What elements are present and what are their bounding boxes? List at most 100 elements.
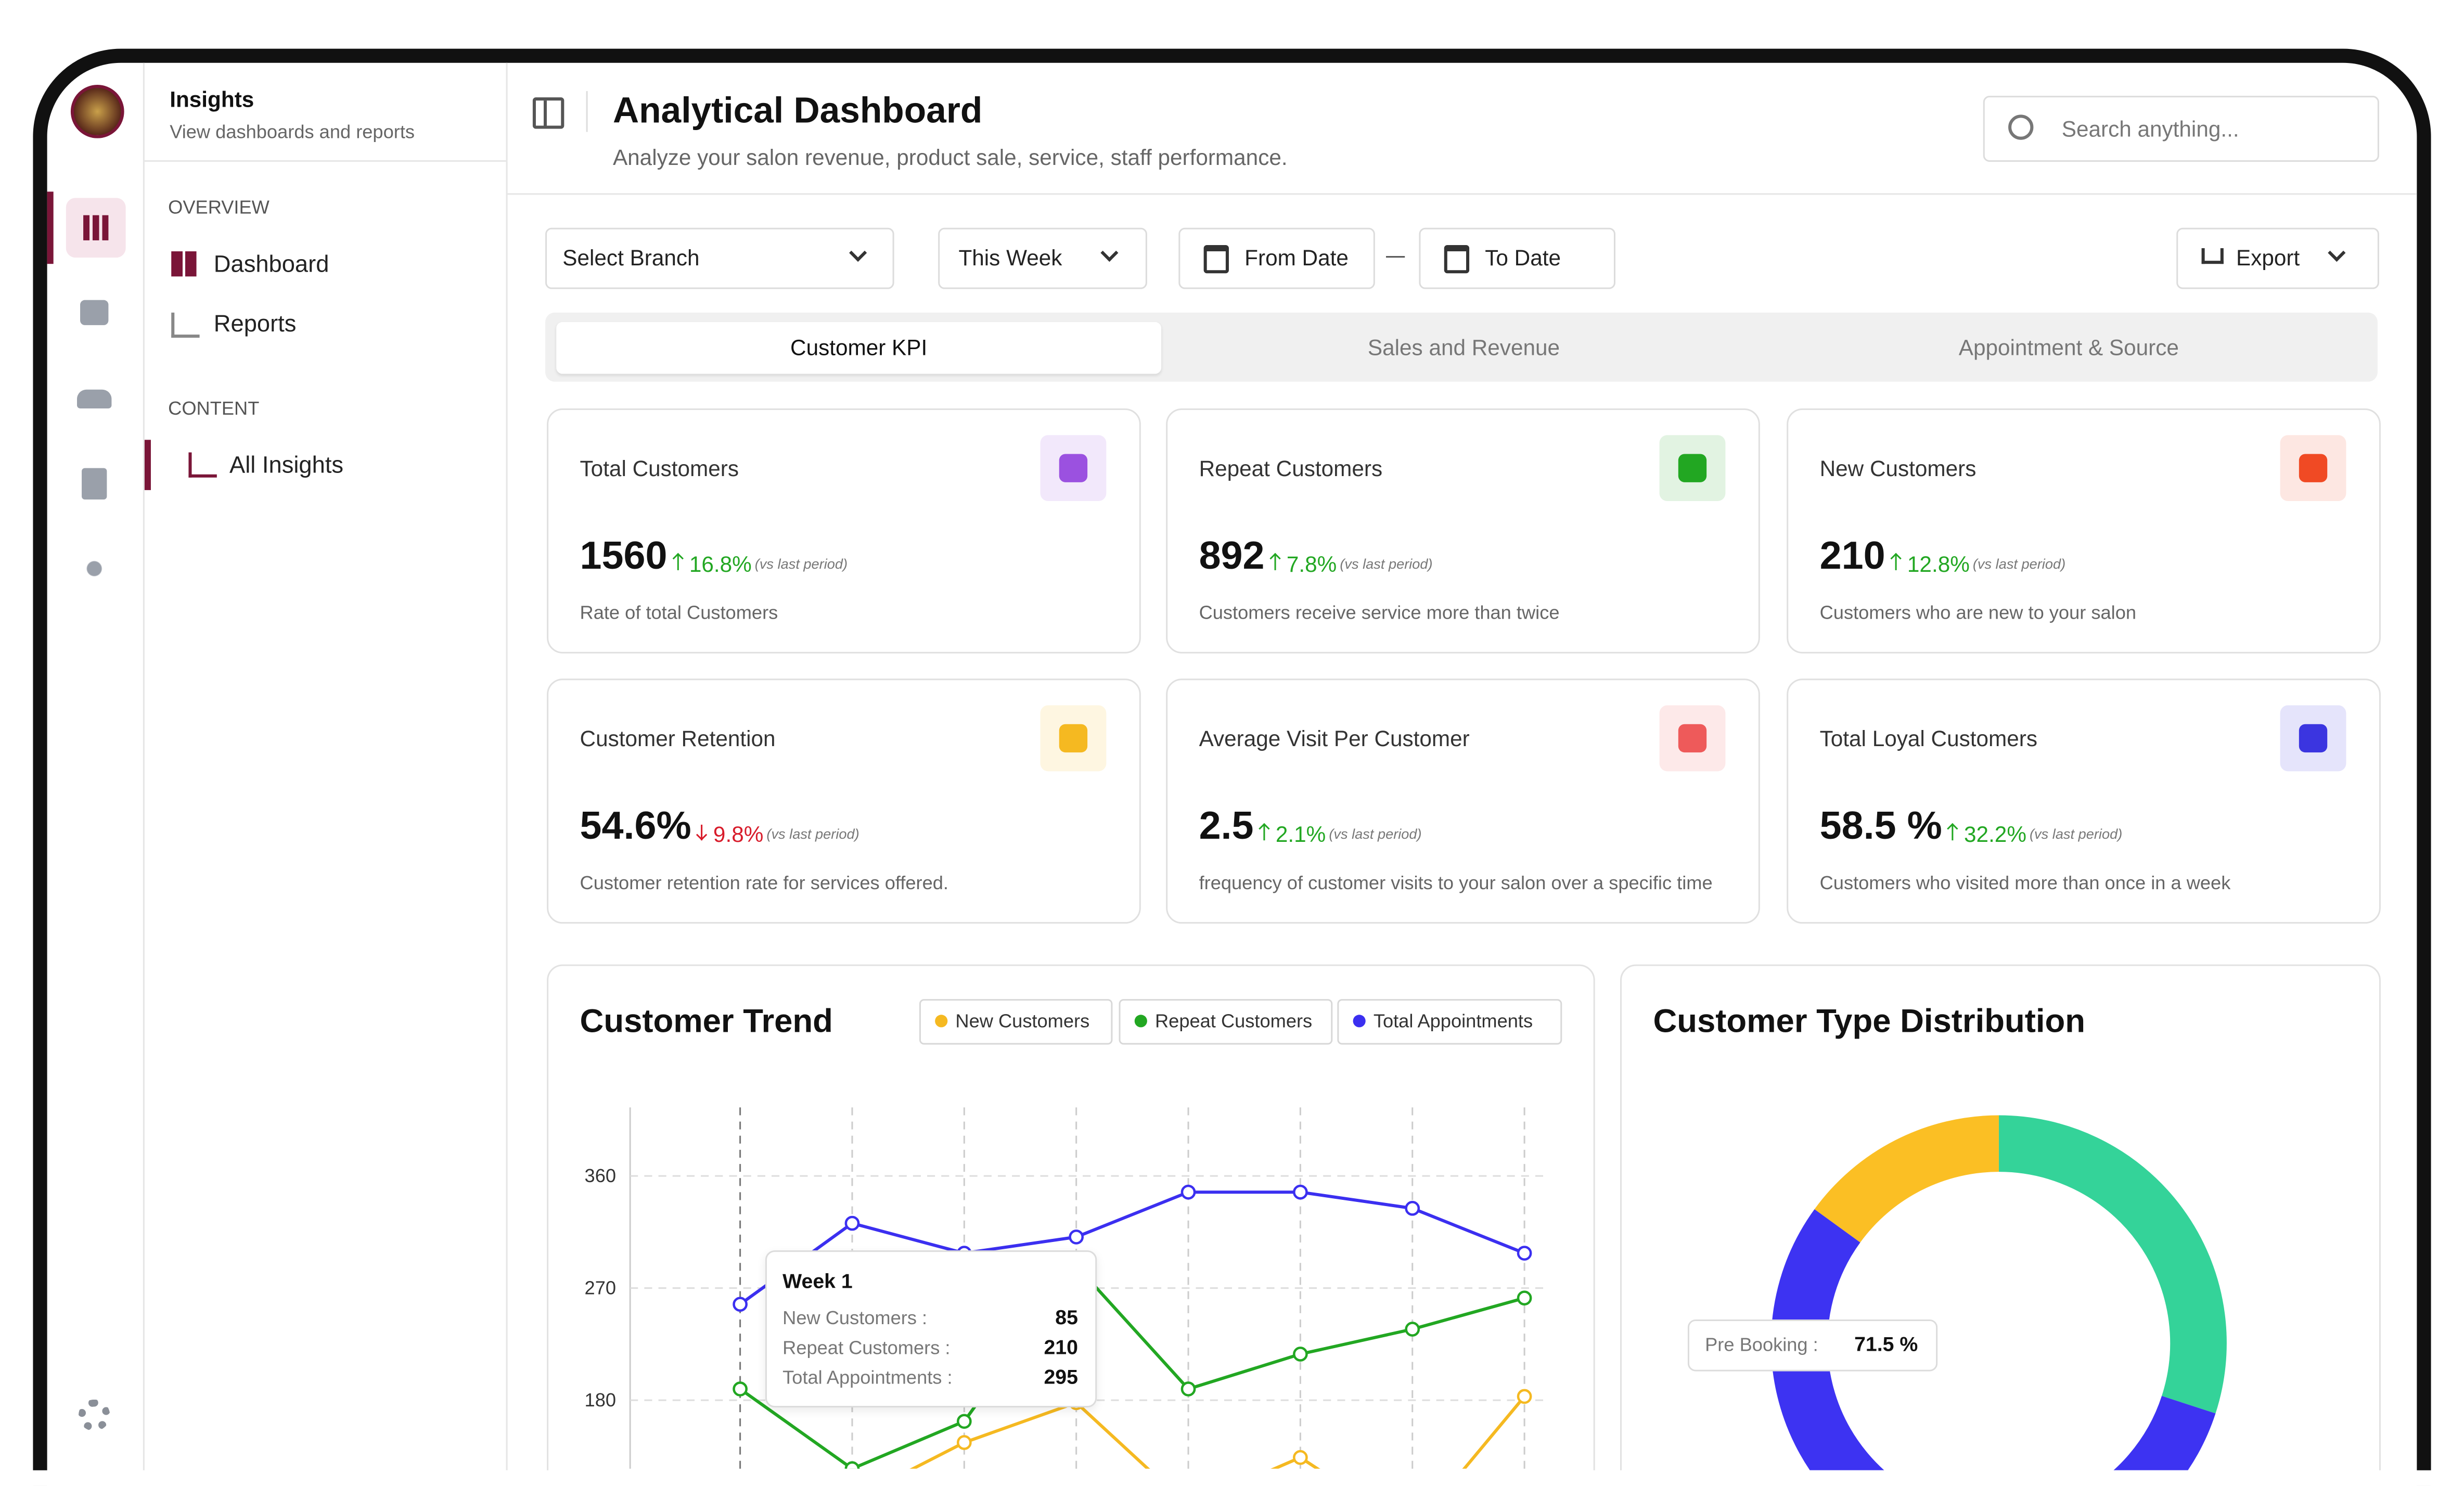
y-tick-label: 270 [585,1277,616,1299]
data-point [1405,1322,1420,1337]
kpi-arrow [676,554,679,570]
page-title: Analytical Dashboard [612,89,983,131]
kpi-value: 1560 [580,534,668,578]
tab-active-bg [556,322,1162,374]
kpi-title: Customer Retention [580,725,776,751]
rail-icon[interactable] [80,300,109,325]
tab[interactable]: Sales and Revenue [1367,335,1560,360]
legend-item[interactable] [1119,999,1333,1045]
from-date-label: From Date [1244,245,1349,271]
tab[interactable]: Customer KPI [790,335,928,360]
kpi-description: Rate of total Customers [580,601,778,624]
tooltip-label: Repeat Customers : [782,1337,951,1359]
calendar-icon [1203,245,1229,274]
kpi-card [547,408,1141,654]
panel-toggle[interactable] [532,97,564,129]
branch-select[interactable] [545,227,894,289]
kpi-change: 7.8% [1286,551,1337,577]
avatar [70,85,124,138]
kpi-value: 58.5 % [1819,804,1942,849]
kpi-note: (vs last period) [2029,826,2123,842]
kpi-note: (vs last period) [754,556,848,572]
export-label: Export [2236,245,2300,271]
download-icon [2201,248,2224,264]
nav-icon [188,452,217,478]
rail-icon[interactable] [76,389,112,408]
data-point [1517,1246,1532,1261]
rail-dashboard-icon[interactable] [66,198,126,258]
kpi-change: 12.8% [1907,551,1970,577]
series-line [739,1190,1525,1306]
kpi-icon [2299,724,2328,753]
section-label: CONTENT [168,397,260,420]
kpi-icon [2299,454,2328,482]
legend-item[interactable] [919,999,1113,1045]
nav-subtitle: View dashboards and reports [170,121,415,143]
kpi-value: 54.6% [580,804,691,849]
rail-icon[interactable] [80,554,109,583]
kpi-title: New Customers [1819,455,1977,481]
nav-item[interactable]: Reports [213,311,297,338]
kpi-note: (vs last period) [1329,826,1422,842]
legend-swatch [935,1015,948,1028]
tab[interactable]: Appointment & Source [1958,335,2179,360]
kpi-card [1166,678,1760,924]
to-date[interactable] [1419,227,1615,289]
kpi-title: Total Loyal Customers [1819,725,2037,751]
donut-segment [1998,1115,2227,1414]
tooltip-value: 295 [1044,1365,1078,1389]
settings-icon[interactable] [79,1399,110,1431]
period-select[interactable] [938,227,1147,289]
kpi-card [1787,678,2381,924]
kpi-note: (vs last period) [1972,556,2066,572]
nav-panel [145,62,508,1477]
section-label: OVERVIEW [168,196,270,219]
from-date[interactable] [1178,227,1375,289]
kpi-description: Customer retention rate for services off… [580,872,949,894]
donut-segment [1814,1115,1999,1243]
search-box[interactable] [1983,96,2379,162]
data-point [1293,1347,1308,1362]
legend-item[interactable] [1337,999,1562,1045]
kpi-card [1787,408,2381,654]
data-point [844,1461,860,1469]
legend-label: Total Appointments [1373,1010,1533,1032]
data-point [1293,1184,1308,1200]
kpi-title: Total Customers [580,455,739,481]
tooltip-label: Total Appointments : [782,1366,953,1389]
nav-item[interactable]: Dashboard [213,251,329,278]
rail-active-marker [47,191,54,264]
header-divider [506,193,2417,195]
kpi-icon [1678,724,1707,753]
nav-item[interactable]: All Insights [229,452,344,479]
kpi-change: 2.1% [1275,821,1326,847]
kpi-value: 2.5 [1199,804,1254,849]
donut-chart [1771,1115,2227,1470]
search-placeholder: Search anything... [2061,116,2239,142]
bottom-crop [0,1470,2464,1486]
kpi-change: 16.8% [689,551,752,577]
legend-swatch [1353,1015,1366,1028]
rail-icon[interactable] [82,468,107,500]
header-separator [586,91,588,132]
trend-tooltip [765,1250,1097,1408]
search-icon [2008,114,2034,140]
nav-title: Insights [170,86,254,112]
kpi-title: Average Visit Per Customer [1199,725,1470,751]
date-dash [1385,256,1405,258]
series-line [909,1395,1526,1469]
plot [733,1184,1532,1469]
series-line [739,1263,1525,1469]
y-tick-label: 360 [585,1165,616,1186]
data-point [1405,1200,1420,1216]
legend-label: New Customers [955,1010,1090,1032]
legend-label: Repeat Customers [1154,1010,1313,1032]
kpi-icon [1059,724,1088,753]
kpi-value: 892 [1199,534,1265,578]
data-point [956,1414,972,1429]
kpi-icon [1678,454,1707,482]
tooltip-value: 85 [1055,1305,1078,1329]
export-button[interactable] [2176,227,2379,289]
distribution-card [1620,964,2381,1486]
